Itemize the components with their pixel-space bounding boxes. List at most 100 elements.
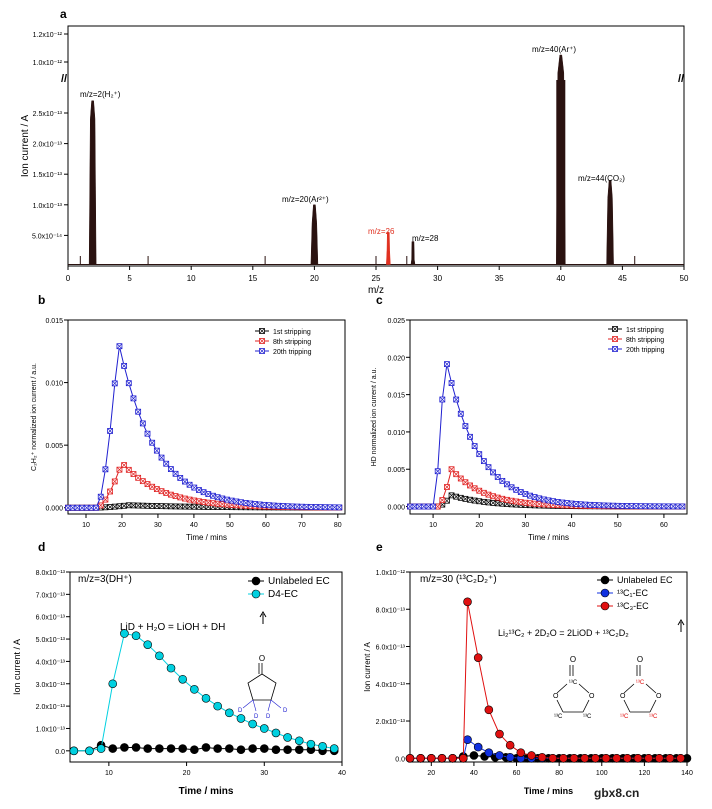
panelC-marker-x [568,500,575,507]
panelB-marker-x [140,420,146,427]
panelB-marker-x [285,503,291,509]
panelC-marker-x [642,503,649,509]
panelE-y-tick-label: 8.0x10⁻¹³ [376,607,406,614]
panel-d-annotation: m/z=3(DH⁺) [78,574,132,585]
panelC-marker-x [633,503,639,509]
panelD-marker [259,724,269,733]
panel-a-ylabel: Ion current / A [20,115,31,178]
panelB-marker-x [191,497,198,504]
struct2-13c-left: ¹³C [620,714,629,720]
panel-a-y-ticks: 5.0x10⁻¹⁴ 1.0x10⁻¹³ 1.5x10⁻¹³ 2.0x10⁻¹³ 2.5x… [32,32,684,240]
panelE-marker [665,753,675,763]
panelB-marker-x [238,499,244,505]
panelC-marker-x [467,497,473,503]
panelB-marker-x [303,504,310,510]
panelB-marker-x [112,478,118,485]
panelC-marker-x [476,498,482,504]
panel-a-peak-label: m/z=26 [368,227,395,236]
panelD-marker [248,719,257,729]
panelC-marker-x [476,451,482,457]
d-bonds [242,699,282,712]
panelE-marker [469,751,479,760]
panelD-marker [178,744,187,753]
panel-a-peak-label: m/z=20(Ar²⁺) [282,195,329,204]
panelD-marker [155,651,164,661]
panel-a-x-tick-label: 45 [618,274,627,283]
panel-letter-a: a [60,7,67,21]
d-label-3: D [283,708,288,714]
panelC-marker-x [587,502,593,508]
panelC-marker-x [665,503,672,510]
panelC-y-tick-label: 0.015 [387,393,405,400]
struct1-o-right: O [589,693,595,700]
panelB-marker-x [140,502,146,509]
panelC-marker-x [536,495,543,502]
panelB-marker-x [210,492,216,499]
panelB-marker-x [74,504,81,511]
panel-a-y-tick-label: 2.0x10⁻¹³ [33,142,63,149]
panelB-y-tick-label: 0.005 [45,443,63,450]
panelC-marker-x [462,479,469,485]
panelC-y-tick-label: 0.005 [387,467,405,474]
panel-a: 0 5 10 15 20 25 30 35 40 45 50 5.0x10⁻¹⁴ 1.0x10⁻¹³ 1… [20,25,689,296]
panelB-marker-x [79,504,85,511]
panelB-marker-x [149,503,155,509]
panelE-marker [416,753,425,763]
panelC-marker-x [656,503,663,510]
panelB-x-tick-label: 50 [226,522,234,529]
panelB-frame [67,319,346,515]
panelC-marker-x [462,423,469,429]
panelB-marker-x [317,504,324,510]
panelE-marker [580,753,590,763]
panelC-legend-marker-x [612,346,618,352]
panelB-marker-x [196,504,202,510]
panelD-x-tick-label: 30 [260,770,268,777]
panelE-marker [633,753,643,763]
panelB-legend-label: 20th tripping [273,349,312,356]
panelE-ylabel: Ion current / A [363,641,372,691]
panelE-legend-marker [600,575,610,585]
panelB-marker-x [205,491,212,497]
panelB-marker-x [116,466,123,473]
struct1-o-left: O [553,693,559,700]
panelE-x-tick-label: 40 [470,770,478,777]
panelD-marker [225,708,234,718]
panelB-x-tick-label: 60 [262,522,270,529]
panelC-marker-x [471,497,478,504]
panelB-marker-x [97,493,104,500]
panelC-x-tick-label: 20 [475,522,483,529]
panelC-marker-x [453,493,459,500]
panelC-marker-x [661,503,667,510]
panel-a-axis-break-right: // [678,73,684,85]
panelB-marker-x [186,503,193,510]
panelE-marker [495,729,504,739]
panelE-marker [591,753,600,763]
panel-a-y-tick-label: 1.5x10⁻¹³ [33,172,63,179]
panelC-legend-marker-x [612,326,618,332]
panelD-marker [236,714,246,723]
panelB-legend-marker-x [259,338,265,344]
panelC-marker-x [458,411,464,417]
panelB-marker-x [97,502,104,509]
panelC-x-tick-label: 40 [568,522,576,529]
panelB-y-tick-label: 0.010 [45,381,63,388]
panelB-marker-x [130,502,137,509]
panelB-marker-x [271,502,277,509]
panelE-x-tick-label: 80 [555,770,563,777]
panelD-marker [85,746,94,756]
panelC-marker-x [471,485,478,492]
panelC-marker-x [615,503,621,509]
panel-a-x-tick-label: 15 [248,274,257,283]
panelD-marker [166,744,176,753]
panelC-marker-x [421,503,427,510]
panelD-marker [294,745,304,755]
panelB-marker-x [154,447,160,454]
struct2-o-right: O [656,693,662,700]
panelE-marker [495,751,504,760]
panelC-legend-label: 20th tripping [626,347,665,354]
13c3-ec-structure: O ¹³C O O ¹³C ¹³C [620,655,662,720]
panelB-marker-x [294,503,300,510]
panelE-xlabel: Time / mins [524,786,573,796]
panel-d-reaction: LiD + H₂O = LiOH + DH [120,622,225,633]
panelD-marker [131,743,141,752]
